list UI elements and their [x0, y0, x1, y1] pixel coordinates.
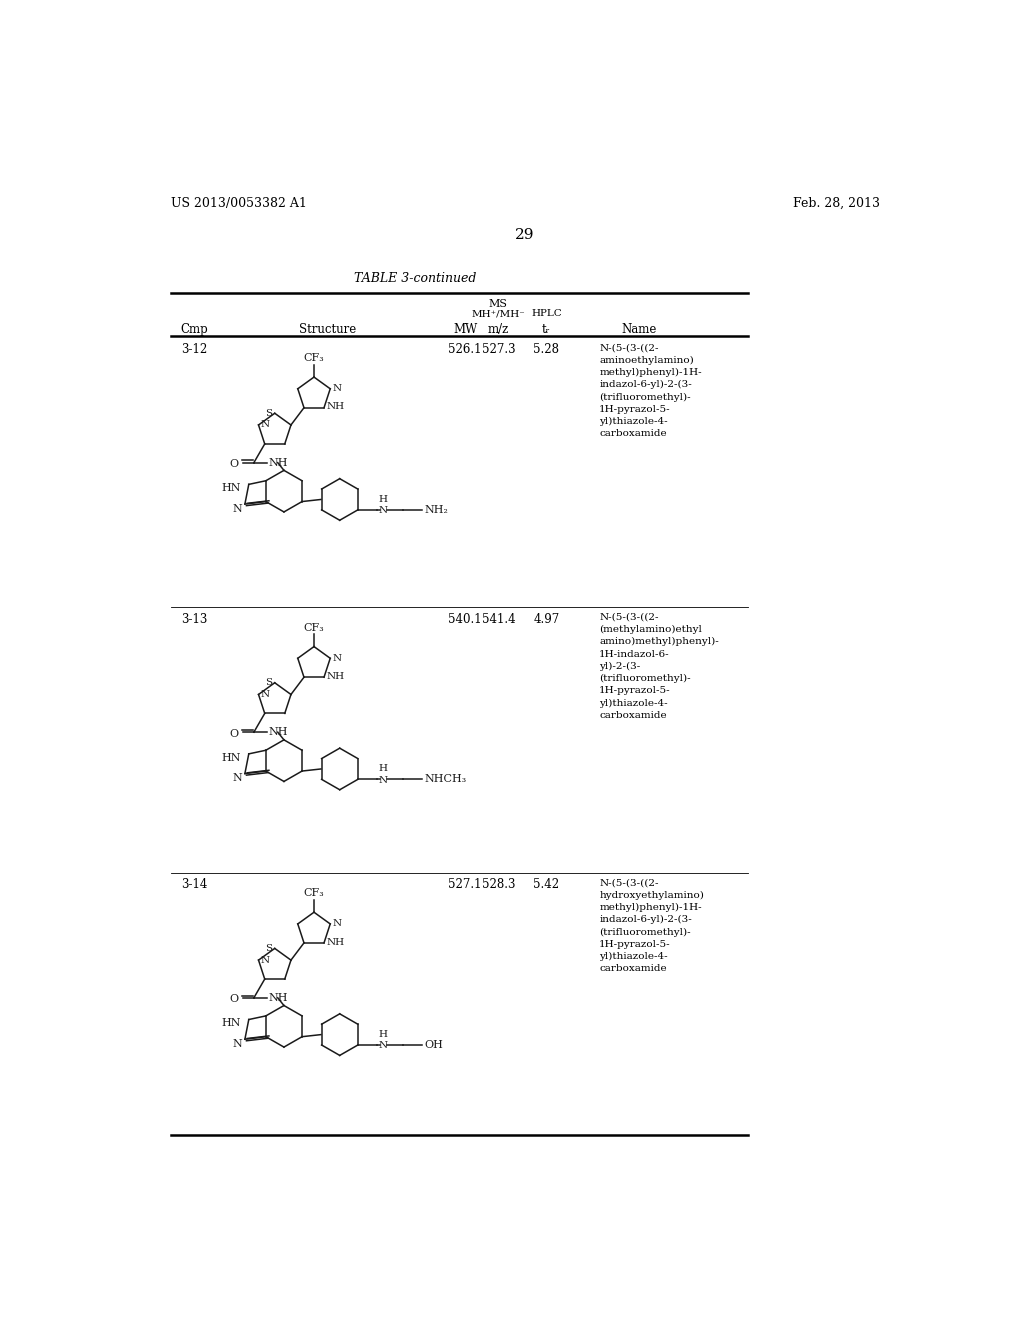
Text: 3-14: 3-14 [180, 878, 207, 891]
Text: US 2013/0053382 A1: US 2013/0053382 A1 [171, 197, 306, 210]
Text: tᵣ: tᵣ [542, 323, 551, 337]
Text: NHCH₃: NHCH₃ [425, 775, 467, 784]
Text: O: O [229, 459, 239, 469]
Text: Cmp: Cmp [180, 323, 209, 337]
Text: 528.3: 528.3 [481, 878, 515, 891]
Text: HN: HN [221, 1018, 241, 1028]
Text: N: N [232, 774, 243, 783]
Text: N: N [379, 776, 388, 784]
Text: N: N [379, 506, 388, 515]
Text: N: N [232, 1039, 243, 1049]
Text: S: S [265, 678, 272, 688]
Text: N: N [333, 653, 342, 663]
Text: H: H [379, 764, 388, 774]
Text: 526.1: 526.1 [449, 343, 482, 356]
Text: NH: NH [327, 403, 344, 412]
Text: Name: Name [622, 323, 657, 337]
Text: CF₃: CF₃ [304, 888, 325, 899]
Text: N-(5-(3-((2-
(methylamino)ethyl
amino)methyl)phenyl)-
1H-indazol-6-
yl)-2-(3-
(t: N-(5-(3-((2- (methylamino)ethyl amino)me… [599, 612, 719, 719]
Text: CF₃: CF₃ [304, 623, 325, 632]
Text: 5.42: 5.42 [534, 878, 559, 891]
Text: NH: NH [327, 672, 344, 681]
Text: NH: NH [327, 937, 344, 946]
Text: CF₃: CF₃ [304, 354, 325, 363]
Text: MS: MS [488, 298, 508, 309]
Text: N: N [379, 1041, 388, 1051]
Text: m/z: m/z [487, 323, 509, 337]
Text: NH: NH [268, 993, 288, 1003]
Text: HN: HN [221, 752, 241, 763]
Text: 3-13: 3-13 [180, 612, 207, 626]
Text: Feb. 28, 2013: Feb. 28, 2013 [793, 197, 880, 210]
Text: NH: NH [268, 727, 288, 737]
Text: N: N [232, 504, 243, 513]
Text: 3-12: 3-12 [180, 343, 207, 356]
Text: 4.97: 4.97 [534, 612, 560, 626]
Text: O: O [229, 994, 239, 1005]
Text: H: H [379, 495, 388, 504]
Text: 29: 29 [515, 227, 535, 242]
Text: 540.1: 540.1 [449, 612, 482, 626]
Text: NH: NH [268, 458, 288, 467]
Text: N-(5-(3-((2-
hydroxyethylamino)
methyl)phenyl)-1H-
indazol-6-yl)-2-(3-
(trifluor: N-(5-(3-((2- hydroxyethylamino) methyl)p… [599, 878, 705, 973]
Text: N: N [260, 690, 269, 700]
Text: Structure: Structure [299, 323, 356, 337]
Text: HN: HN [221, 483, 241, 494]
Text: O: O [229, 729, 239, 739]
Text: S: S [265, 944, 272, 953]
Text: N: N [260, 956, 269, 965]
Text: HPLC: HPLC [531, 309, 562, 318]
Text: 541.4: 541.4 [481, 612, 515, 626]
Text: OH: OH [425, 1040, 443, 1049]
Text: 5.28: 5.28 [534, 343, 559, 356]
Text: N: N [333, 920, 342, 928]
Text: NH₂: NH₂ [425, 504, 449, 515]
Text: 527.1: 527.1 [449, 878, 482, 891]
Text: N: N [333, 384, 342, 393]
Text: 527.3: 527.3 [481, 343, 515, 356]
Text: S: S [265, 409, 272, 417]
Text: N: N [260, 421, 269, 429]
Text: MH⁺/MH⁻: MH⁺/MH⁻ [472, 309, 525, 318]
Text: H: H [379, 1030, 388, 1039]
Text: N-(5-(3-((2-
aminoethylamino)
methyl)phenyl)-1H-
indazol-6-yl)-2-(3-
(trifluorom: N-(5-(3-((2- aminoethylamino) methyl)phe… [599, 343, 701, 438]
Text: TABLE 3-continued: TABLE 3-continued [353, 272, 476, 285]
Text: MW: MW [453, 323, 477, 337]
